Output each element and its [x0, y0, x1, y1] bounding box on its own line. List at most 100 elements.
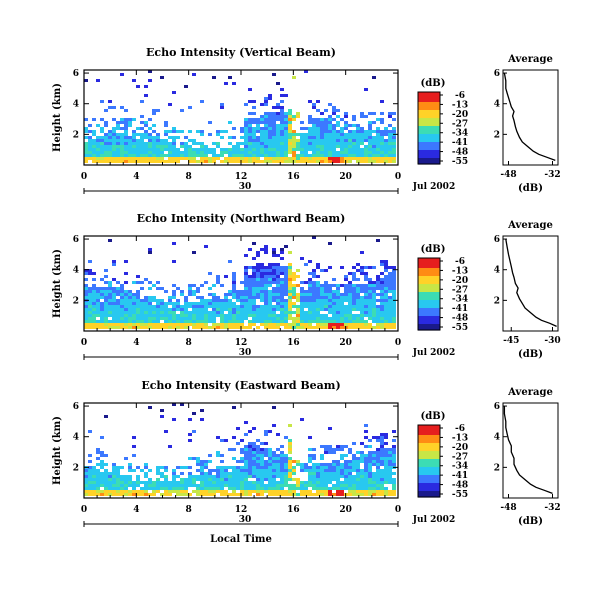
- heatmap-cell: [392, 454, 396, 457]
- colorbar-swatch: [418, 150, 440, 153]
- heatmap-cell: [272, 305, 276, 308]
- heatmap-cell: [196, 317, 200, 320]
- heatmap-cell: [244, 296, 248, 299]
- heatmap-cell: [232, 127, 236, 130]
- heatmap-cell: [280, 475, 284, 478]
- heatmap-cell: [332, 124, 336, 127]
- heatmap-cell: [240, 302, 244, 305]
- heatmap-cell: [188, 481, 192, 484]
- heatmap-cell: [304, 160, 308, 163]
- heatmap-cell: [356, 139, 360, 142]
- heatmap-cell: [372, 130, 376, 133]
- heatmap-cell: [308, 130, 312, 133]
- heatmap-cell: [276, 433, 280, 436]
- heatmap-cell: [292, 472, 296, 475]
- heatmap-cell: [172, 323, 176, 326]
- heatmap-cell: [356, 457, 360, 460]
- heatmap-cell: [356, 269, 360, 272]
- heatmap-cell: [176, 493, 180, 496]
- heatmap-cell: [200, 299, 204, 302]
- heatmap-cell: [356, 133, 360, 136]
- heatmap-cell: [288, 124, 292, 127]
- heatmap-cell: [172, 317, 176, 320]
- heatmap-cell: [364, 320, 368, 323]
- heatmap-cell: [284, 472, 288, 475]
- heatmap-cell: [192, 308, 196, 311]
- heatmap-cell: [348, 302, 352, 305]
- heatmap-cell: [320, 121, 324, 124]
- heatmap-cell: [84, 79, 88, 82]
- colorbar-swatch: [418, 475, 440, 478]
- heatmap-cell: [148, 314, 152, 317]
- heatmap-cell: [392, 278, 396, 281]
- heatmap-cell: [360, 484, 364, 487]
- heatmap-cell: [136, 317, 140, 320]
- heatmap-cell: [184, 145, 188, 148]
- heatmap-cell: [128, 148, 132, 151]
- heatmap-cell: [148, 136, 152, 139]
- heatmap-cell: [136, 481, 140, 484]
- heatmap-cell: [120, 142, 124, 145]
- heatmap-cell: [280, 305, 284, 308]
- heatmap-cell: [188, 418, 192, 421]
- heatmap-cell: [96, 157, 100, 160]
- heatmap-cell: [104, 133, 108, 136]
- heatmap-cell: [384, 139, 388, 142]
- heatmap-cell: [152, 109, 156, 112]
- heatmap-cell: [160, 484, 164, 487]
- heatmap-cell: [352, 266, 356, 269]
- heatmap-cell: [256, 251, 260, 254]
- heatmap-cell: [292, 323, 296, 326]
- heatmap-cell: [88, 302, 92, 305]
- heatmap-cell: [272, 320, 276, 323]
- heatmap-cell: [248, 469, 252, 472]
- heatmap-cell: [332, 284, 336, 287]
- heatmap-cell: [124, 299, 128, 302]
- heatmap-cell: [272, 406, 276, 409]
- heatmap-cell: [100, 145, 104, 148]
- heatmap-cell: [176, 314, 180, 317]
- heatmap-cell: [256, 457, 260, 460]
- heatmap-cell: [372, 296, 376, 299]
- heatmap-cell: [104, 290, 108, 293]
- heatmap-cell: [252, 442, 256, 445]
- heatmap-cell: [316, 275, 320, 278]
- heatmap-cell: [216, 299, 220, 302]
- colorbar-swatch: [418, 106, 440, 109]
- colorbar-swatch: [418, 318, 440, 321]
- heatmap-cell: [192, 290, 196, 293]
- heatmap-cell: [260, 457, 264, 460]
- colorbar-tick-label: -20: [452, 443, 468, 453]
- heatmap-cell: [108, 299, 112, 302]
- heatmap-cell: [232, 493, 236, 496]
- heatmap-cell: [312, 124, 316, 127]
- heatmap-cell: [284, 124, 288, 127]
- heatmap-cell: [212, 151, 216, 154]
- heatmap-cell: [84, 487, 88, 490]
- heatmap-cell: [300, 257, 304, 260]
- colorbar-swatch: [418, 294, 440, 297]
- heatmap-cell: [100, 302, 104, 305]
- heatmap-cell: [236, 299, 240, 302]
- panel-title: Echo Intensity (Northward Beam): [137, 212, 346, 225]
- heatmap-cell: [264, 296, 268, 299]
- average-x-label: (dB): [518, 183, 543, 194]
- heatmap-cell: [180, 487, 184, 490]
- heatmap-cell: [240, 487, 244, 490]
- heatmap-cell: [232, 151, 236, 154]
- heatmap-cell: [380, 445, 384, 448]
- colorbar-tick-label: -20: [452, 110, 468, 120]
- heatmap-cell: [256, 478, 260, 481]
- heatmap-cell: [324, 293, 328, 296]
- heatmap-cell: [172, 302, 176, 305]
- heatmap-cell: [140, 121, 144, 124]
- heatmap-cell: [336, 311, 340, 314]
- heatmap-cell: [184, 481, 188, 484]
- heatmap-cell: [148, 296, 152, 299]
- heatmap-cell: [128, 320, 132, 323]
- heatmap-cell: [120, 481, 124, 484]
- heatmap-cell: [252, 281, 256, 284]
- heatmap-cell: [356, 308, 360, 311]
- colorbar-swatch: [418, 300, 440, 303]
- heatmap-cell: [248, 136, 252, 139]
